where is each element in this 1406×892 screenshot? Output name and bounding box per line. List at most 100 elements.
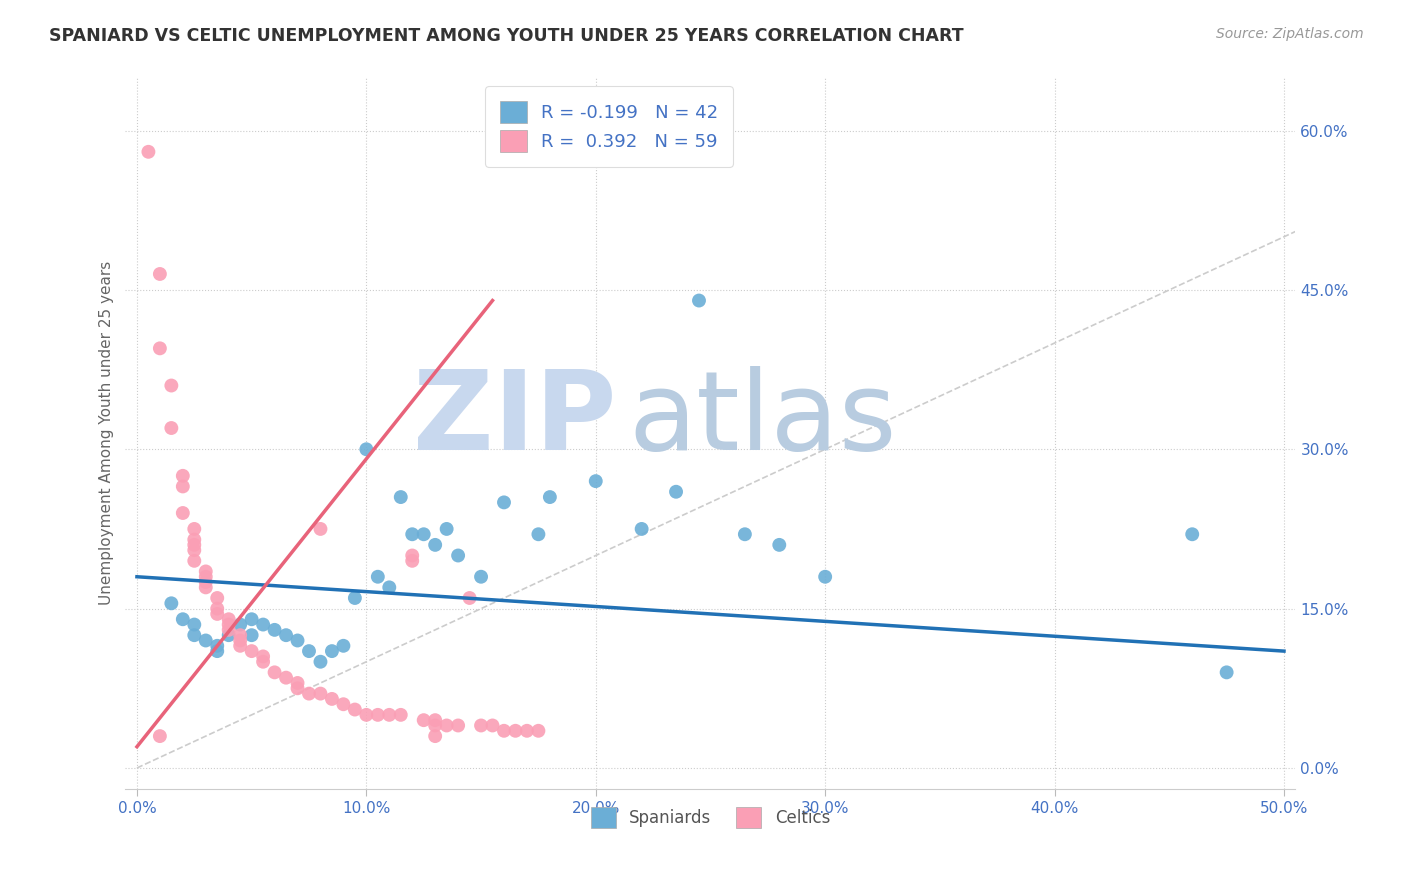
Legend: Spaniards, Celtics: Spaniards, Celtics: [583, 801, 837, 834]
Point: [287, 676, 309, 690]
Point: [321, 692, 343, 706]
Point: [436, 522, 458, 536]
Point: [425, 718, 447, 732]
Point: [458, 591, 481, 605]
Point: [356, 442, 378, 457]
Point: [688, 293, 710, 308]
Point: [194, 575, 217, 590]
Point: [447, 549, 470, 563]
Point: [425, 713, 447, 727]
Point: [814, 570, 837, 584]
Point: [160, 421, 183, 435]
Point: [149, 342, 172, 356]
Point: [240, 628, 263, 642]
Point: [207, 644, 229, 658]
Point: [321, 644, 343, 658]
Point: [436, 718, 458, 732]
Point: [527, 723, 550, 738]
Point: [401, 549, 423, 563]
Point: [1181, 527, 1204, 541]
Point: [229, 628, 252, 642]
Point: [183, 628, 205, 642]
Y-axis label: Unemployment Among Youth under 25 years: Unemployment Among Youth under 25 years: [100, 261, 114, 606]
Point: [470, 718, 492, 732]
Point: [252, 655, 274, 669]
Point: [332, 697, 354, 711]
Point: [194, 565, 217, 579]
Point: [218, 628, 240, 642]
Point: [425, 729, 447, 743]
Point: [160, 378, 183, 392]
Point: [263, 623, 285, 637]
Point: [183, 554, 205, 568]
Point: [505, 723, 527, 738]
Point: [309, 687, 332, 701]
Point: [287, 681, 309, 696]
Point: [309, 522, 332, 536]
Point: [332, 639, 354, 653]
Text: Source: ZipAtlas.com: Source: ZipAtlas.com: [1216, 27, 1364, 41]
Point: [447, 718, 470, 732]
Point: [183, 538, 205, 552]
Point: [149, 267, 172, 281]
Point: [252, 649, 274, 664]
Point: [425, 538, 447, 552]
Point: [207, 607, 229, 621]
Point: [194, 580, 217, 594]
Point: [240, 644, 263, 658]
Point: [218, 617, 240, 632]
Point: [298, 687, 321, 701]
Point: [149, 729, 172, 743]
Text: atlas: atlas: [628, 366, 897, 473]
Point: [218, 612, 240, 626]
Point: [1215, 665, 1237, 680]
Point: [160, 596, 183, 610]
Point: [229, 617, 252, 632]
Point: [401, 527, 423, 541]
Point: [138, 145, 160, 159]
Point: [287, 633, 309, 648]
Point: [207, 639, 229, 653]
Point: [172, 479, 194, 493]
Point: [183, 533, 205, 547]
Point: [229, 633, 252, 648]
Point: [412, 527, 434, 541]
Point: [343, 702, 366, 716]
Text: ZIP: ZIP: [413, 366, 617, 473]
Point: [183, 522, 205, 536]
Point: [665, 484, 688, 499]
Point: [263, 665, 285, 680]
Point: [527, 527, 550, 541]
Point: [309, 655, 332, 669]
Point: [389, 490, 412, 504]
Point: [356, 707, 378, 722]
Point: [207, 591, 229, 605]
Point: [585, 474, 607, 488]
Point: [207, 601, 229, 615]
Point: [734, 527, 756, 541]
Point: [492, 495, 515, 509]
Point: [183, 617, 205, 632]
Point: [389, 707, 412, 722]
Point: [298, 644, 321, 658]
Point: [412, 713, 434, 727]
Point: [492, 723, 515, 738]
Point: [240, 612, 263, 626]
Point: [401, 554, 423, 568]
Point: [343, 591, 366, 605]
Point: [378, 707, 401, 722]
Point: [229, 639, 252, 653]
Point: [194, 570, 217, 584]
Point: [768, 538, 790, 552]
Point: [630, 522, 652, 536]
Point: [378, 580, 401, 594]
Point: [183, 543, 205, 558]
Point: [172, 468, 194, 483]
Point: [538, 490, 561, 504]
Text: SPANIARD VS CELTIC UNEMPLOYMENT AMONG YOUTH UNDER 25 YEARS CORRELATION CHART: SPANIARD VS CELTIC UNEMPLOYMENT AMONG YO…: [49, 27, 965, 45]
Point: [172, 612, 194, 626]
Point: [516, 723, 538, 738]
Point: [218, 623, 240, 637]
Point: [367, 707, 389, 722]
Point: [481, 718, 503, 732]
